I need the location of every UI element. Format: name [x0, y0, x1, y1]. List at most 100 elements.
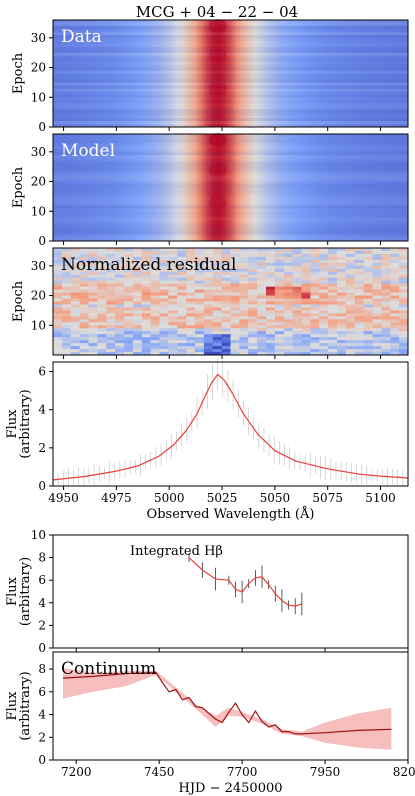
epoch-stripe — [53, 76, 408, 80]
residual-cell — [292, 328, 302, 332]
residual-cell — [106, 286, 116, 291]
residual-cell — [106, 331, 116, 335]
residual-cell — [97, 316, 107, 320]
residual-cell — [53, 334, 63, 338]
residual-cell — [328, 256, 338, 261]
residual-cell — [390, 298, 400, 302]
residual-cell — [381, 328, 391, 332]
epoch-stripe — [53, 173, 408, 176]
residual-cell — [70, 322, 81, 326]
residual-cell — [61, 265, 72, 270]
heatmap-image — [53, 134, 408, 241]
residual-cell — [248, 349, 258, 353]
residual-cell — [319, 253, 329, 258]
residual-cell — [79, 304, 89, 308]
residual-cell — [337, 295, 347, 299]
residual-cell — [292, 248, 302, 252]
residual-cell — [310, 337, 320, 341]
residual-cell — [283, 271, 294, 276]
residual-cell — [372, 352, 382, 356]
residual-cell — [150, 283, 160, 288]
residual-cell — [372, 340, 382, 344]
residual-cell — [177, 349, 187, 353]
residual-cell — [301, 343, 311, 347]
residual-cell — [248, 248, 258, 252]
residual-cell — [399, 289, 409, 293]
residual-cell — [115, 289, 125, 293]
residual-cell — [79, 343, 89, 347]
residual-cell — [53, 322, 63, 326]
residual-cell — [159, 319, 169, 323]
residual-cell — [70, 259, 81, 264]
y-tick-label: 0 — [38, 120, 46, 134]
residual-cell — [168, 346, 178, 350]
residual-cell — [372, 262, 382, 267]
residual-cell — [354, 301, 365, 305]
residual-cell — [79, 298, 89, 302]
residual-cell — [390, 325, 400, 329]
residual-cell — [88, 268, 98, 273]
residual-cell — [257, 295, 267, 299]
residual-cell — [363, 331, 373, 335]
emission-peak — [208, 18, 227, 33]
residual-cell — [372, 334, 382, 338]
residual-cell — [345, 286, 356, 291]
residual-cell — [248, 346, 258, 350]
residual-cell — [390, 265, 400, 270]
residual-cell — [106, 322, 116, 326]
residual-cell — [319, 298, 329, 302]
residual-cell — [274, 337, 285, 341]
residual-cell — [248, 334, 258, 338]
residual-cell — [372, 322, 382, 326]
residual-cell — [257, 337, 267, 341]
residual-cell — [195, 331, 205, 335]
residual-cell — [177, 286, 187, 291]
residual-cell — [124, 334, 134, 338]
residual-cell — [266, 301, 276, 305]
residual-cell — [328, 248, 338, 252]
residual-cell — [186, 295, 196, 299]
residual-cell — [212, 352, 223, 356]
residual-cell — [106, 265, 116, 270]
residual-cell — [230, 313, 240, 317]
residual-cell — [292, 289, 302, 293]
residual-cell — [337, 319, 347, 323]
residual-cell — [354, 337, 365, 341]
residual-cell — [372, 250, 382, 255]
residual-cell — [292, 253, 302, 258]
residual-cell — [301, 250, 311, 255]
residual-cell — [195, 352, 205, 356]
y-axis-label: Flux — [5, 691, 20, 721]
epoch-stripe — [53, 112, 408, 116]
residual-cell — [177, 298, 187, 302]
residual-cell — [97, 331, 107, 335]
residual-cell — [132, 307, 143, 311]
residual-cell — [310, 250, 320, 255]
residual-cell — [177, 328, 187, 332]
residual-cell — [283, 340, 294, 344]
residual-cell — [363, 334, 373, 338]
residual-cell — [257, 283, 267, 288]
residual-cell — [239, 301, 249, 305]
residual-cell — [70, 256, 81, 261]
residual-cell — [248, 268, 258, 273]
residual-cell — [61, 331, 72, 335]
residual-cell — [399, 274, 409, 279]
residual-cell — [61, 319, 72, 323]
residual-cell — [168, 268, 178, 273]
residual-cell — [257, 250, 267, 255]
residual-cell — [283, 313, 294, 317]
residual-cell — [150, 268, 160, 273]
residual-cell — [70, 292, 81, 296]
residual-cell — [150, 259, 160, 264]
residual-cell — [328, 310, 338, 314]
residual-cell — [274, 325, 285, 329]
residual-cell — [106, 316, 116, 320]
residual-cell — [168, 319, 178, 323]
residual-cell — [239, 286, 249, 291]
residual-cell — [159, 286, 169, 291]
residual-cell — [328, 343, 338, 347]
residual-cell — [345, 301, 356, 305]
residual-cell — [310, 280, 320, 285]
residual-cell — [372, 337, 382, 341]
